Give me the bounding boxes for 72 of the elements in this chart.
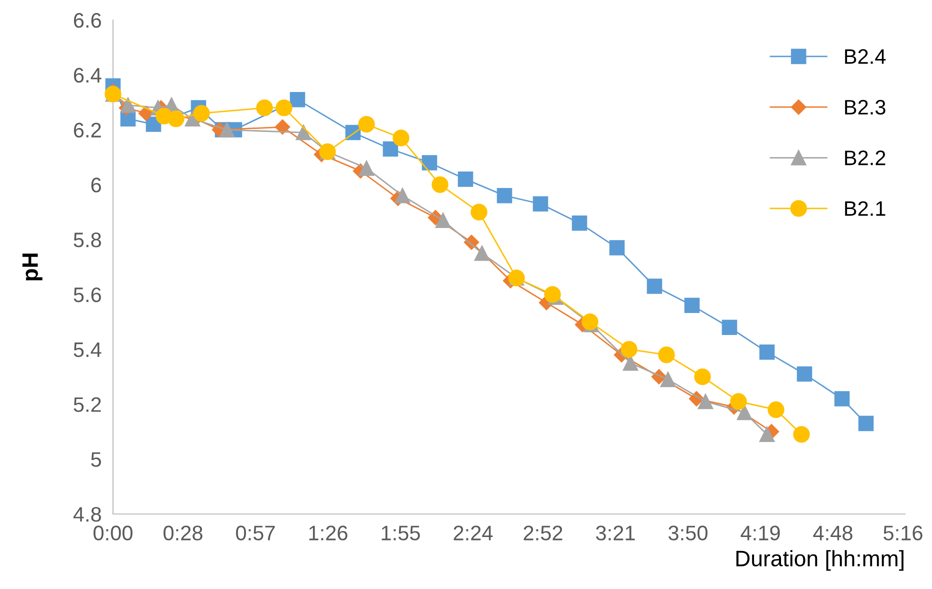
x-tick-label: 0:28 [164, 526, 202, 540]
point [736, 404, 752, 420]
x-tick-label: 3:21 [596, 526, 635, 540]
point [768, 401, 784, 418]
legend-label: B2.1 [845, 201, 886, 216]
point [620, 341, 638, 358]
x-tick-label: 1:26 [309, 526, 348, 540]
point [834, 391, 850, 406]
point [422, 155, 438, 170]
point [193, 104, 210, 122]
point [572, 215, 588, 231]
legend-label: B2.4 [845, 49, 886, 64]
point [759, 426, 775, 442]
y-tick-label: 4.8 [73, 507, 101, 522]
point [276, 99, 292, 116]
x-tick-label: 4:48 [813, 526, 852, 540]
point [698, 394, 714, 410]
point [660, 372, 676, 388]
point [793, 426, 810, 443]
y-tick-label: 5 [91, 452, 102, 467]
point [470, 204, 488, 220]
point [730, 393, 747, 410]
x-tick-label: 2:52 [524, 526, 562, 540]
point [759, 344, 775, 360]
point [858, 416, 874, 432]
y-axis-title: pH [22, 254, 42, 280]
point [392, 130, 410, 146]
point [382, 141, 398, 157]
x-tick-label: 1:55 [382, 526, 420, 540]
y-tick-label: 5.4 [74, 342, 102, 358]
point [120, 97, 136, 113]
y-tick-label: 6.2 [74, 122, 101, 138]
point [358, 160, 374, 176]
point [694, 368, 711, 386]
y-tick-label: 5.6 [74, 287, 101, 302]
point [658, 346, 675, 364]
point [394, 188, 410, 204]
x-axis-title: Duration [hh:mm] [736, 550, 904, 571]
point [582, 314, 598, 330]
point [796, 366, 812, 382]
point [432, 176, 448, 193]
point [290, 92, 306, 108]
point [609, 240, 625, 256]
point [219, 122, 235, 138]
legend-label: B2.2 [845, 150, 886, 166]
point [358, 116, 375, 133]
point [544, 286, 561, 303]
x-tick-label: 4:19 [740, 526, 780, 540]
point [684, 298, 700, 314]
point [168, 110, 184, 128]
point [296, 124, 312, 140]
y-tick-label: 6.4 [74, 68, 102, 83]
point [496, 188, 512, 204]
x-tick-label: 2:24 [454, 526, 493, 540]
legend-label: B2.3 [845, 100, 886, 115]
point [274, 119, 290, 135]
x-tick-label: 5:16 [884, 526, 922, 540]
point [622, 355, 638, 371]
point [722, 320, 738, 336]
y-tick-label: 6 [91, 178, 101, 192]
y-tick-label: 5.8 [74, 232, 101, 248]
point [532, 196, 548, 212]
x-tick-label: 0:57 [236, 526, 275, 540]
point [435, 212, 451, 228]
point [474, 246, 490, 261]
y-tick-label: 6.6 [74, 13, 101, 28]
point [256, 99, 273, 116]
x-tick-label: 0:00 [94, 526, 132, 540]
x-tick-label: 3:50 [668, 526, 708, 540]
point [458, 172, 474, 187]
point [646, 278, 662, 294]
y-tick-label: 5.2 [74, 397, 101, 412]
